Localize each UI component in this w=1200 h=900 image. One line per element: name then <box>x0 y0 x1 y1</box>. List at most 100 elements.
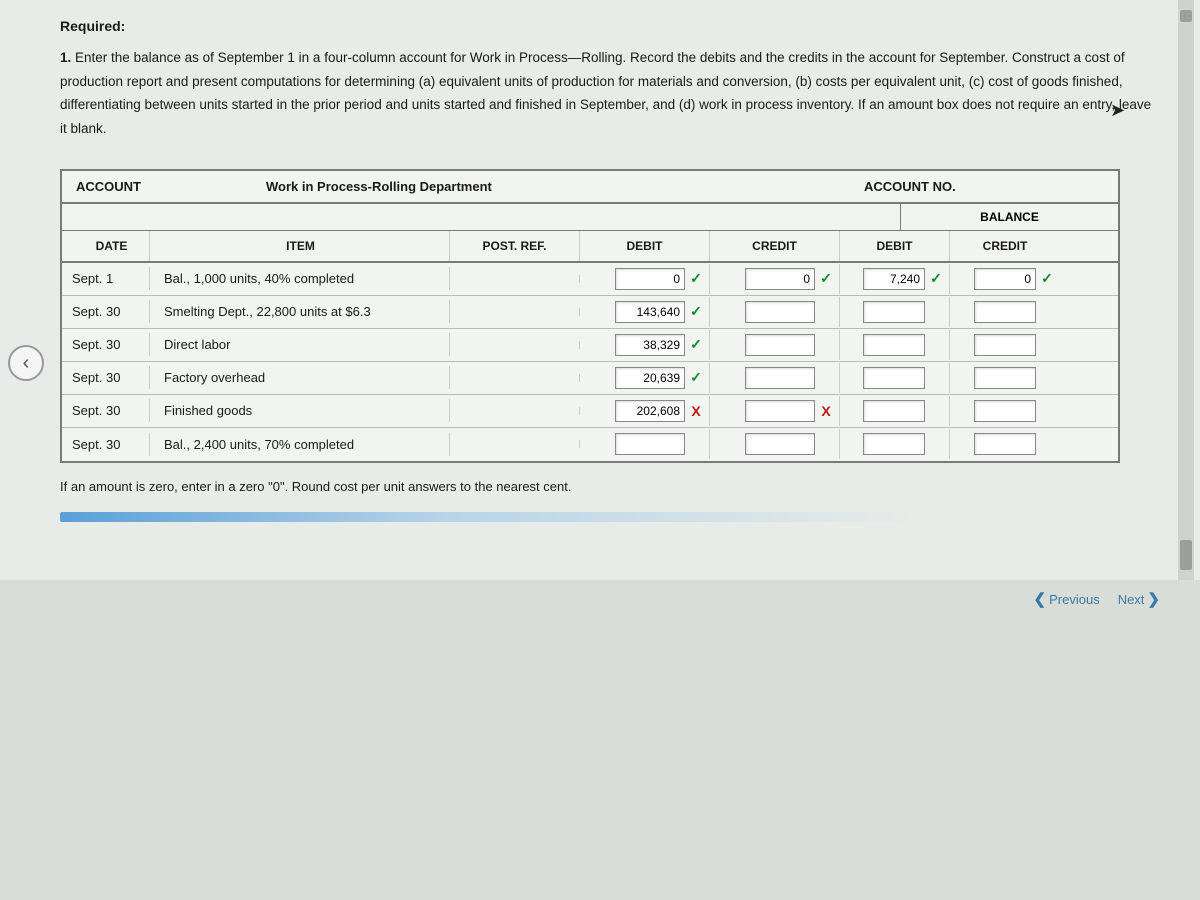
table-row: Sept. 30Bal., 2,400 units, 70% completed <box>62 428 1118 461</box>
check-icon: ✓ <box>1040 270 1054 287</box>
check-icon: ✓ <box>819 270 833 287</box>
cell-date: Sept. 1 <box>62 267 150 290</box>
header-balance-debit: DEBIT <box>840 231 950 261</box>
cell-postref <box>450 308 580 316</box>
x-icon: X <box>819 403 833 419</box>
cell-bdebit <box>840 330 950 360</box>
instruction-body: Enter the balance as of September 1 in a… <box>60 50 1151 136</box>
cell-bdebit <box>840 297 950 327</box>
table-row: Sept. 30Factory overhead✓ <box>62 362 1118 395</box>
cell-credit <box>710 363 840 393</box>
balance-credit-input[interactable] <box>974 301 1036 323</box>
cell-bcredit <box>950 396 1060 426</box>
balance-label: BALANCE <box>900 204 1118 230</box>
credit-input[interactable] <box>745 367 815 389</box>
balance-debit-input[interactable] <box>863 268 925 290</box>
cell-date: Sept. 30 <box>62 399 150 422</box>
cell-date: Sept. 30 <box>62 433 150 456</box>
cell-debit: ✓ <box>580 264 710 294</box>
balance-debit-input[interactable] <box>863 334 925 356</box>
debit-input[interactable] <box>615 301 685 323</box>
instruction-number: 1. <box>60 50 71 65</box>
table-row: Sept. 30Smelting Dept., 22,800 units at … <box>62 296 1118 329</box>
cell-debit: ✓ <box>580 330 710 360</box>
debit-input[interactable] <box>615 433 685 455</box>
table-row: Sept. 30Finished goods X X <box>62 395 1118 428</box>
cell-item: Bal., 2,400 units, 70% completed <box>150 433 450 456</box>
rows-container: Sept. 1Bal., 1,000 units, 40% completed ✓… <box>62 263 1118 461</box>
cell-credit <box>710 429 840 459</box>
cell-debit: ✓ <box>580 297 710 327</box>
debit-input[interactable] <box>615 400 685 422</box>
check-icon: ✓ <box>689 303 703 320</box>
debit-input[interactable] <box>615 367 685 389</box>
scroll-thumb[interactable] <box>1180 540 1192 570</box>
header-postref: POST. REF. <box>450 231 580 261</box>
cell-bcredit <box>950 297 1060 327</box>
credit-input[interactable] <box>745 433 815 455</box>
check-icon: ✓ <box>929 270 943 287</box>
cell-item: Smelting Dept., 22,800 units at $6.3 <box>150 300 450 323</box>
cell-postref <box>450 341 580 349</box>
next-label: Next <box>1118 592 1145 607</box>
cell-bdebit <box>840 396 950 426</box>
cell-debit: X <box>580 396 710 426</box>
balance-credit-input[interactable] <box>974 334 1036 356</box>
previous-label: Previous <box>1049 592 1100 607</box>
scroll-up-icon[interactable] <box>1180 10 1192 22</box>
header-credit: CREDIT <box>710 231 840 261</box>
balance-debit-input[interactable] <box>863 400 925 422</box>
next-button[interactable]: Next <box>1118 590 1160 608</box>
cell-bcredit <box>950 363 1060 393</box>
content-area: Required: 1. Enter the balance as of Sep… <box>0 0 1200 580</box>
balance-credit-input[interactable] <box>974 268 1036 290</box>
balance-credit-input[interactable] <box>974 400 1036 422</box>
header-balance-credit: CREDIT <box>950 231 1060 261</box>
check-icon: ✓ <box>689 336 703 353</box>
instructions-text: 1. Enter the balance as of September 1 i… <box>60 46 1160 141</box>
section-heading: Required: <box>60 18 1160 34</box>
header-date: DATE <box>62 231 150 261</box>
check-icon: ✓ <box>689 369 703 386</box>
balance-header-row: BALANCE <box>62 204 1118 231</box>
previous-button[interactable]: Previous <box>1034 590 1100 608</box>
cell-item: Finished goods <box>150 399 450 422</box>
cell-item: Bal., 1,000 units, 40% completed <box>150 267 450 290</box>
check-icon: ✓ <box>689 270 703 287</box>
account-name: Work in Process-Rolling Department <box>226 179 864 194</box>
credit-input[interactable] <box>745 301 815 323</box>
vertical-scrollbar[interactable] <box>1178 0 1194 580</box>
cell-credit <box>710 297 840 327</box>
cell-credit <box>710 330 840 360</box>
cell-item: Direct labor <box>150 333 450 356</box>
credit-input[interactable] <box>745 400 815 422</box>
debit-input[interactable] <box>615 268 685 290</box>
cell-bcredit <box>950 330 1060 360</box>
cell-postref <box>450 275 580 283</box>
debit-input[interactable] <box>615 334 685 356</box>
x-icon: X <box>689 403 703 419</box>
cell-debit: ✓ <box>580 363 710 393</box>
cell-date: Sept. 30 <box>62 333 150 356</box>
cell-bdebit <box>840 363 950 393</box>
credit-input[interactable] <box>745 268 815 290</box>
chevron-left-icon: ‹ <box>23 352 30 375</box>
cell-bdebit: ✓ <box>840 264 950 294</box>
header-item: ITEM <box>150 231 450 261</box>
column-headers: DATE ITEM POST. REF. DEBIT CREDIT DEBIT … <box>62 231 1118 263</box>
account-label: ACCOUNT <box>76 179 226 194</box>
balance-debit-input[interactable] <box>863 367 925 389</box>
spacer <box>62 204 900 230</box>
cell-bcredit <box>950 429 1060 459</box>
balance-debit-input[interactable] <box>863 433 925 455</box>
cell-bdebit <box>840 429 950 459</box>
cell-date: Sept. 30 <box>62 366 150 389</box>
credit-input[interactable] <box>745 334 815 356</box>
back-button[interactable]: ‹ <box>8 345 44 381</box>
balance-credit-input[interactable] <box>974 367 1036 389</box>
header-debit: DEBIT <box>580 231 710 261</box>
cell-postref <box>450 374 580 382</box>
balance-credit-input[interactable] <box>974 433 1036 455</box>
horizontal-scrollbar[interactable] <box>60 512 920 522</box>
balance-debit-input[interactable] <box>863 301 925 323</box>
